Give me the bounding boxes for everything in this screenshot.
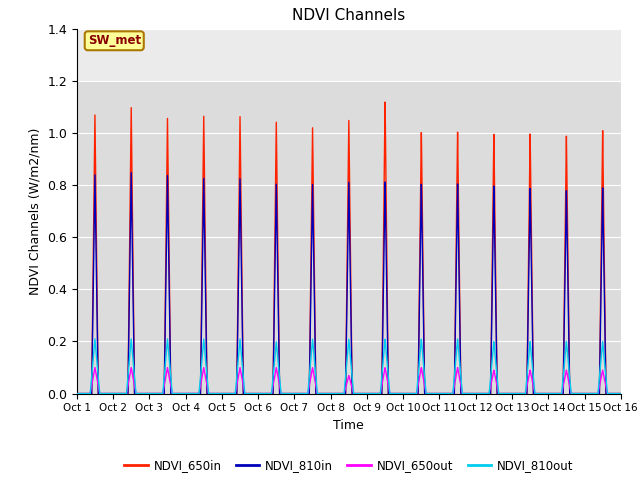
NDVI_810out <box>276 385 284 391</box>
NDVI_810in <box>617 391 625 396</box>
NDVI_650in <box>615 391 623 396</box>
NDVI_810in <box>615 391 623 396</box>
Title: NDVI Channels: NDVI Channels <box>292 9 405 24</box>
NDVI_650out <box>501 391 509 396</box>
NDVI_650out <box>73 391 81 396</box>
NDVI_810in <box>73 391 81 396</box>
Bar <box>77 29 621 81</box>
NDVI_810out <box>184 391 191 396</box>
NDVI_650out <box>189 391 197 396</box>
NDVI_650out <box>276 388 284 394</box>
Text: SW_met: SW_met <box>88 34 141 47</box>
NDVI_650in <box>73 391 81 396</box>
NDVI_650in <box>381 99 389 105</box>
NDVI_810out <box>189 391 197 396</box>
NDVI_650in <box>189 391 197 396</box>
Legend: NDVI_650in, NDVI_810in, NDVI_650out, NDVI_810out: NDVI_650in, NDVI_810in, NDVI_650out, NDV… <box>119 454 579 477</box>
NDVI_650out <box>615 391 623 396</box>
NDVI_810in <box>127 170 135 176</box>
Line: NDVI_650in: NDVI_650in <box>77 102 621 394</box>
NDVI_810in <box>501 391 509 396</box>
Y-axis label: NDVI Channels (W/m2/nm): NDVI Channels (W/m2/nm) <box>29 128 42 295</box>
NDVI_650in <box>501 391 509 396</box>
NDVI_650out <box>184 391 191 396</box>
NDVI_650in <box>276 391 284 396</box>
NDVI_650out <box>617 391 625 396</box>
NDVI_650out <box>91 365 99 371</box>
NDVI_810out <box>617 391 625 396</box>
NDVI_810in <box>276 391 284 396</box>
NDVI_810in <box>424 391 431 396</box>
NDVI_810out <box>91 336 99 342</box>
NDVI_810in <box>189 391 197 396</box>
NDVI_650in <box>424 391 431 396</box>
NDVI_810out <box>424 391 431 396</box>
NDVI_810out <box>615 391 623 396</box>
Line: NDVI_650out: NDVI_650out <box>77 368 621 394</box>
NDVI_650in <box>617 391 625 396</box>
NDVI_650in <box>184 391 191 396</box>
NDVI_810out <box>73 391 81 396</box>
NDVI_810in <box>184 391 191 396</box>
Line: NDVI_810in: NDVI_810in <box>77 173 621 394</box>
X-axis label: Time: Time <box>333 419 364 432</box>
Line: NDVI_810out: NDVI_810out <box>77 339 621 394</box>
NDVI_650out <box>424 391 431 396</box>
NDVI_810out <box>501 391 509 396</box>
